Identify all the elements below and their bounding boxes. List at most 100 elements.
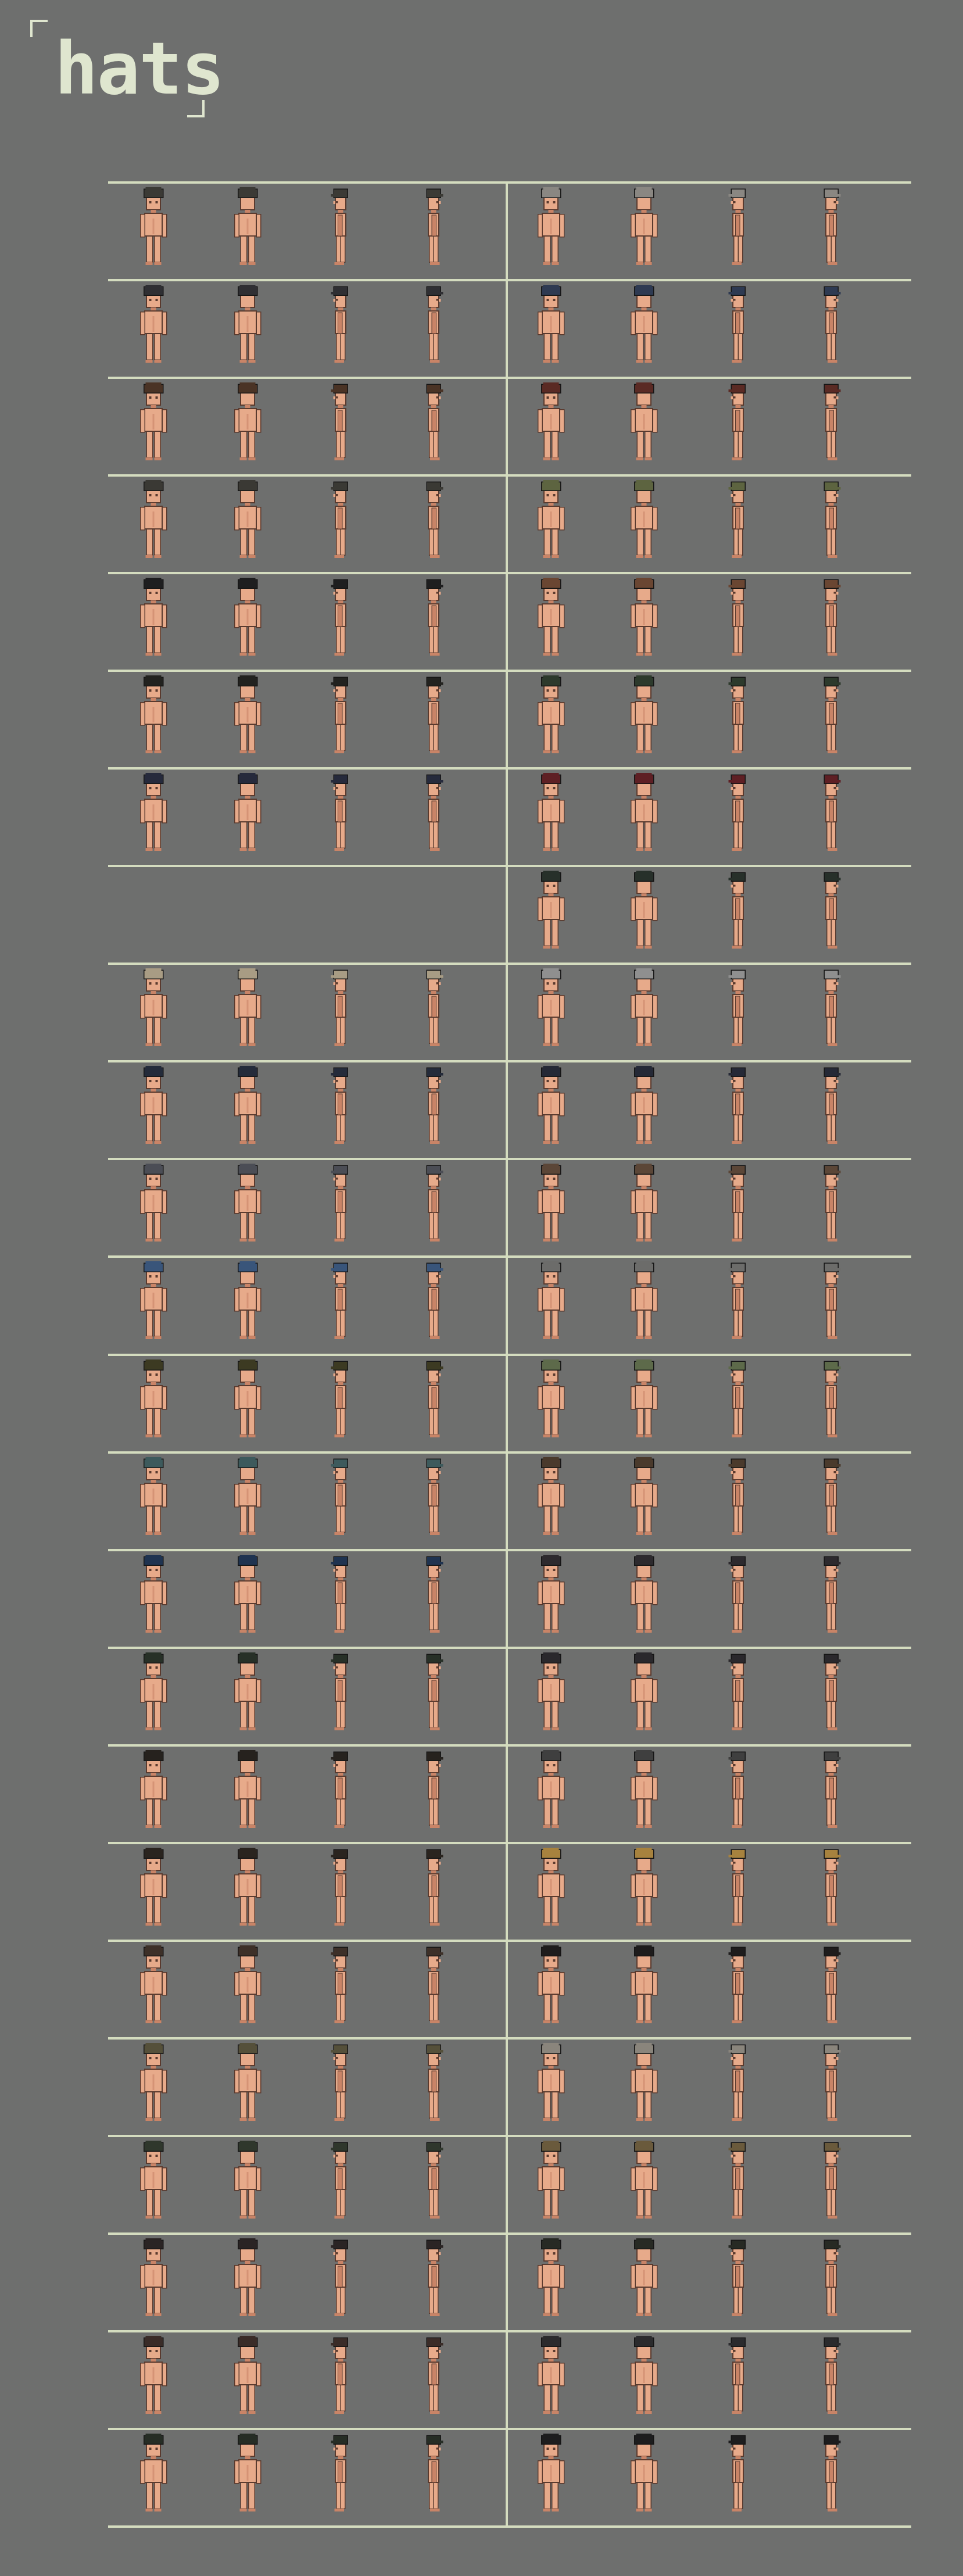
character-sprite-stone-cap-side-right (810, 2040, 852, 2129)
character-sprite-dark-olive-cap-front (133, 2137, 174, 2227)
row-divider (108, 1940, 911, 1942)
character-sprite-navy-beret-back (227, 1062, 269, 1152)
character-sprite-camo-bandana-side-right (810, 1356, 852, 1446)
character-sprite-straw-hat-side-left (717, 1844, 759, 1934)
character-sprite-long-hair-front (133, 2235, 174, 2324)
character-sprite-blue-beanie-side-left (320, 1258, 361, 1347)
character-sprite-teal-cap-back (227, 1454, 269, 1543)
row-divider (108, 1549, 911, 1551)
character-sprite-long-hair-dark-front (530, 2235, 572, 2324)
character-sprite-dark-green-cap-back (227, 1649, 269, 1738)
character-sprite-light-gray-cap-side-left (717, 965, 759, 1054)
character-sprite-black-tricorn-side-left (717, 1942, 759, 2031)
character-sprite-dark-green-helmet-side-right (413, 2430, 454, 2520)
character-sprite-green-wide-brim-back (623, 672, 665, 761)
character-sprite-teal-cap-front (133, 1454, 174, 1543)
row-divider (108, 2330, 911, 2332)
character-sprite-dark-bowler-front (133, 477, 174, 566)
character-sprite-black-pirate-side-left (320, 1844, 361, 1934)
row-divider (108, 670, 911, 672)
character-sprite-brown-cap-2-side-left (320, 1942, 361, 2031)
character-sprite-blue-horned-cap-side-left (320, 1551, 361, 1641)
character-sprite-straw-hat-back (623, 1844, 665, 1934)
character-sprite-dark-green-hood-side-left (717, 867, 759, 957)
character-sprite-dark-green-hood-back (623, 867, 665, 957)
character-sprite-blue-horned-cap-back (227, 1551, 269, 1641)
character-sprite-gray-cap-front (530, 184, 572, 273)
row-divider (108, 1744, 911, 1747)
character-sprite-brown-cap-back (623, 1160, 665, 1250)
character-sprite-brown-cap-2-side-right (413, 1942, 454, 2031)
character-sprite-brown-cap-2-back (227, 1942, 269, 2031)
character-sprite-black-cap-side-left (320, 574, 361, 664)
character-sprite-gray-cap-side-left (717, 184, 759, 273)
character-sprite-long-hair-brown-side-right (413, 2332, 454, 2422)
character-sprite-long-hair-side-right (413, 2235, 454, 2324)
character-sprite-goggles-side-left (717, 2332, 759, 2422)
character-sprite-beige-cap-side-left (320, 965, 361, 1054)
frame-corner-top-left (30, 20, 48, 37)
character-sprite-red-brown-fedora-back (623, 379, 665, 468)
character-sprite-olive-bucket-hat-side-left (717, 477, 759, 566)
character-sprite-long-hair-back (227, 2235, 269, 2324)
character-sprite-light-gray-cap-front (530, 965, 572, 1054)
character-sprite-camo-bandana-side-left (717, 1356, 759, 1446)
character-sprite-blue-beanie-side-right (413, 1258, 454, 1347)
character-sprite-black-helmet-front (530, 2430, 572, 2520)
character-sprite-steel-helmet-side-right (413, 1160, 454, 1250)
character-sprite-light-gray-cap-back (623, 965, 665, 1054)
character-sprite-black-wide-brim-back (227, 672, 269, 761)
character-sprite-gray-beanie-side-left (717, 1258, 759, 1347)
character-sprite-black-cowboy-side-left (320, 1747, 361, 1836)
character-sprite-dark-navy-beret-side-left (717, 1062, 759, 1152)
character-sprite-dark-gray-cap-front (530, 1747, 572, 1836)
character-sprite-brown-fedora-back (227, 379, 269, 468)
character-sprite-black-helmet-side-right (810, 2430, 852, 2520)
row-divider (108, 474, 911, 477)
character-sprite-olive-bucket-hat-front (530, 477, 572, 566)
character-sprite-brown-cap-2-front (133, 1942, 174, 2031)
character-sprite-brown-fedora-side-right (413, 379, 454, 468)
character-sprite-blue-beret-back (623, 281, 665, 371)
character-sprite-maroon-hood-side-left (717, 770, 759, 859)
character-sprite-dark-navy-beret-front (530, 1062, 572, 1152)
character-sprite-green-wide-brim-front (530, 672, 572, 761)
character-sprite-red-brown-fedora-front (530, 379, 572, 468)
character-sprite-dark-cap-side-left (320, 184, 361, 273)
character-sprite-steel-helmet-side-left (320, 1160, 361, 1250)
character-sprite-long-hair-side-left (320, 2235, 361, 2324)
character-sprite-black-wide-brim-side-left (320, 672, 361, 761)
character-sprite-black-pirate-front (133, 1844, 174, 1934)
character-sprite-black-cowboy-side-right (413, 1747, 454, 1836)
character-sprite-dark-green-cap-side-left (320, 1649, 361, 1738)
character-sprite-straw-hat-side-right (810, 1844, 852, 1934)
character-sprite-red-brown-fedora-side-left (717, 379, 759, 468)
character-sprite-navy-hood-side-left (320, 770, 361, 859)
character-sprite-olive-bucket-hat-side-right (810, 477, 852, 566)
character-sprite-khaki-cap-side-right (810, 2137, 852, 2227)
character-sprite-goggles-side-right (810, 2332, 852, 2422)
character-sprite-black-helmet-back (623, 2430, 665, 2520)
character-sprite-khaki-cap-front (530, 2137, 572, 2227)
character-sprite-brown-fedora-front (133, 379, 174, 468)
character-sprite-black-cap-front (133, 574, 174, 664)
character-sprite-green-wide-brim-side-right (810, 672, 852, 761)
character-sprite-dark-bowler-back (227, 477, 269, 566)
character-sprite-dark-olive-cap-side-left (320, 2137, 361, 2227)
character-sprite-olive-hood-front (133, 1356, 174, 1446)
character-sprite-blue-beret-front (530, 281, 572, 371)
character-sprite-navy-hood-back (227, 770, 269, 859)
page-title: hats (55, 27, 225, 111)
character-sprite-gray-beanie-front (530, 1258, 572, 1347)
character-sprite-stone-cap-front (530, 2040, 572, 2129)
character-sprite-black-cat-ears-front (530, 1649, 572, 1738)
character-sprite-black-wild-hair-side-right (810, 1551, 852, 1641)
row-divider (108, 1647, 911, 1649)
character-sprite-dark-green-helmet-front (133, 2430, 174, 2520)
character-sprite-dark-navy-beret-back (623, 1062, 665, 1152)
row-divider (108, 279, 911, 281)
character-sprite-dark-green-hood-front (530, 867, 572, 957)
character-sprite-black-cap-back (227, 574, 269, 664)
row-divider (108, 377, 911, 379)
character-sprite-black-tricorn-front (530, 1942, 572, 2031)
